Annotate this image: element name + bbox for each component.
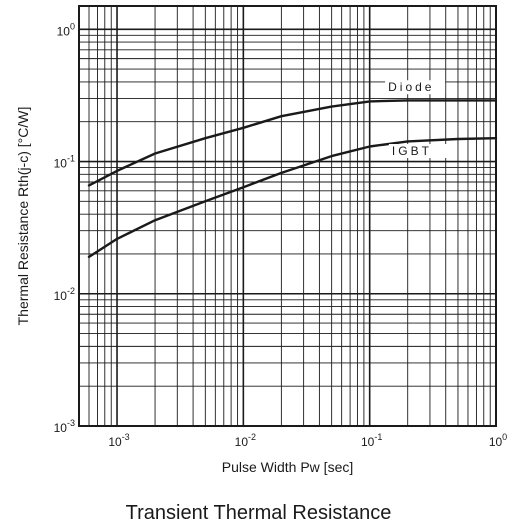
series-line-diode — [87, 99, 498, 187]
y-axis-label: Thermal Resistance Rth(j-c) [°C/W] — [15, 107, 31, 326]
plot-grid — [78, 6, 497, 427]
x-tick-label: 10-1 — [361, 432, 382, 449]
series-label-igbt: IGBT — [392, 144, 432, 158]
series-label-background — [385, 80, 446, 95]
x-tick-label: 100 — [489, 432, 507, 449]
y-tick-label: 10-1 — [54, 154, 75, 171]
series-layer: Diode IGBT — [87, 80, 498, 259]
tick-labels: 10-3 10-2 10-1 100 10-3 10-2 10-1 100 — [54, 21, 508, 449]
y-tick-label: 100 — [57, 21, 75, 38]
plot-frame — [78, 5, 497, 427]
x-tick-label: 10-2 — [235, 432, 256, 449]
x-axis-label: Pulse Width Pw [sec] — [222, 459, 354, 475]
x-tick-label: 10-3 — [108, 432, 129, 449]
series-line-igbt — [87, 137, 498, 259]
y-tick-label: 10-2 — [54, 286, 75, 303]
series-label-background — [388, 144, 449, 159]
y-tick-label: 10-3 — [54, 418, 75, 435]
series-label-diode: Diode — [388, 80, 434, 94]
chart-title: Transient Thermal Resistance — [125, 502, 392, 524]
